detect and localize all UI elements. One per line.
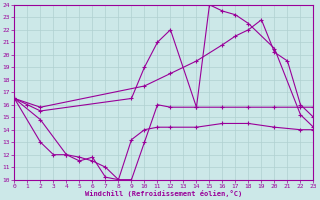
X-axis label: Windchill (Refroidissement éolien,°C): Windchill (Refroidissement éolien,°C) xyxy=(85,190,243,197)
